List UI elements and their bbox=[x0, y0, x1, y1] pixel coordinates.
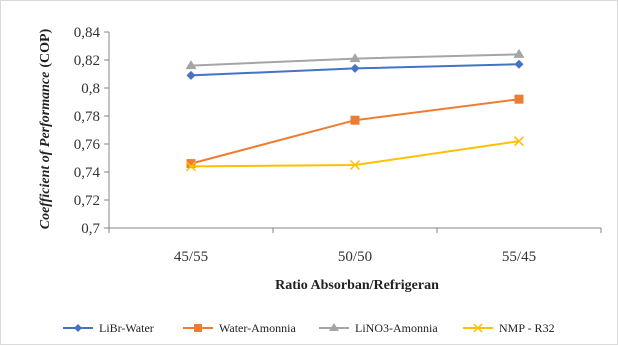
y-tick-label: 0,82 bbox=[74, 53, 100, 69]
x-tick-label: 55/45 bbox=[502, 249, 536, 265]
legend-marker bbox=[74, 324, 82, 332]
axes bbox=[108, 32, 601, 229]
y-axis-title-italic: Coefficient of Performance bbox=[38, 72, 53, 230]
data-point bbox=[186, 70, 196, 80]
x-axis-title: Ratio Absorban/Refrigeran bbox=[275, 278, 439, 293]
data-point bbox=[349, 159, 361, 171]
y-tick-label: 0,74 bbox=[74, 165, 101, 181]
data-point bbox=[514, 59, 524, 69]
x-tick-label: 50/50 bbox=[338, 249, 372, 265]
y-tick-label: 0,78 bbox=[74, 109, 100, 125]
data-point bbox=[185, 60, 197, 70]
y-axis-title: Coefficient of Performance (COP) bbox=[38, 28, 53, 229]
data-point bbox=[349, 53, 361, 63]
data-point bbox=[513, 48, 525, 58]
series-line bbox=[190, 98, 520, 165]
legend: LiBr-Water Water-Amonnia LiNO3-Amonnia NMP … bbox=[63, 321, 555, 335]
legend-marker bbox=[194, 324, 202, 332]
data-point bbox=[350, 63, 360, 73]
legend-label: LiNO3-Amonnia bbox=[355, 321, 438, 335]
legend-label: Water-Amonnia bbox=[219, 321, 296, 335]
data-point bbox=[185, 161, 197, 172]
series-libr-water bbox=[186, 59, 524, 80]
y-tick-label: 0,84 bbox=[74, 25, 101, 41]
y-tick-label: 0,72 bbox=[74, 193, 100, 209]
series-lino3-amonnia bbox=[185, 48, 525, 70]
data-point bbox=[513, 136, 525, 147]
series-line bbox=[190, 140, 520, 168]
y-tick-label: 0,7 bbox=[81, 221, 100, 237]
y-axis-title-suffix: (COP) bbox=[38, 28, 53, 67]
series-nmp-r32 bbox=[185, 136, 525, 172]
data-point bbox=[514, 94, 524, 104]
y-tick-label: 0,8 bbox=[81, 81, 100, 97]
y-tick-label: 0,76 bbox=[74, 137, 101, 153]
legend-item: LiNO3-Amonnia bbox=[319, 321, 438, 335]
data-point bbox=[350, 115, 360, 125]
x-axis-ticks: 45/55 50/50 55/45 bbox=[108, 228, 602, 265]
data-point bbox=[186, 159, 196, 169]
legend-marker bbox=[473, 323, 483, 333]
series-layer bbox=[185, 48, 525, 172]
legend-marker bbox=[329, 323, 339, 331]
x-tick-label: 45/55 bbox=[174, 249, 208, 265]
legend-label: NMP - R32 bbox=[499, 321, 555, 335]
series-water-amonnia bbox=[186, 94, 524, 169]
legend-item: LiBr-Water bbox=[63, 321, 154, 335]
y-axis-ticks: 0,7 0,72 0,74 0,76 0,78 0,8 0,82 0,84 bbox=[74, 25, 109, 237]
legend-label: LiBr-Water bbox=[99, 321, 154, 335]
legend-item: NMP - R32 bbox=[463, 321, 555, 335]
legend-item: Water-Amonnia bbox=[183, 321, 296, 335]
